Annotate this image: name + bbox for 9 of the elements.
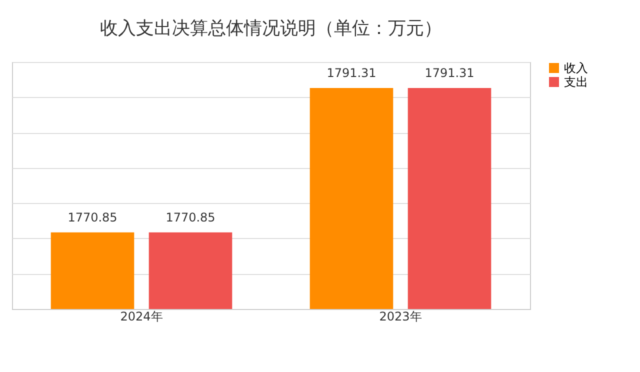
data-label: 1791.31 xyxy=(326,66,376,80)
chart-title: 收入支出决算总体情况说明（单位：万元） xyxy=(100,18,442,39)
legend-label: 支出 xyxy=(564,75,588,89)
x-tick-label: 2024年 xyxy=(120,310,163,324)
data-label: 1791.31 xyxy=(424,66,474,80)
legend-label: 收入 xyxy=(564,61,588,75)
data-label: 1770.85 xyxy=(68,210,118,224)
data-label: 1770.85 xyxy=(166,210,216,224)
x-tick-label: 2023年 xyxy=(379,310,422,324)
